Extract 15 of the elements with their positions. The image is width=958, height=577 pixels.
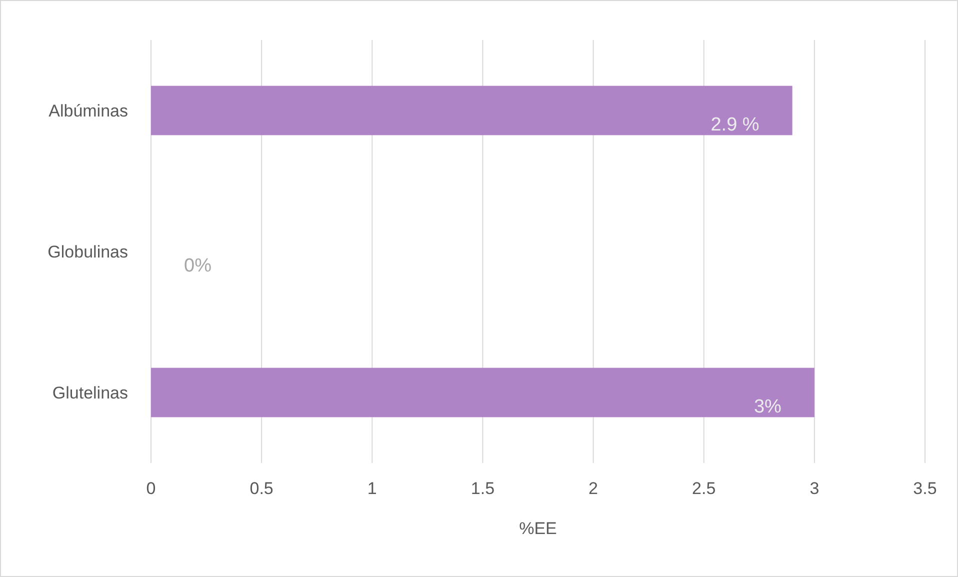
x-tick-label: 2	[588, 479, 598, 498]
x-tick-label: 1.5	[470, 479, 495, 498]
y-tick-label: Globulinas	[48, 242, 128, 262]
data-label: 0%	[184, 256, 212, 276]
x-tick-label: 2.5	[692, 479, 716, 498]
x-tick-label: 0	[146, 479, 156, 498]
x-tick-label: 3.5	[913, 479, 937, 498]
data-label: 3%	[754, 396, 782, 418]
x-axis-title: %EE	[519, 519, 557, 538]
data-label: 2.9 %	[710, 114, 760, 136]
x-tick-label: 3	[810, 479, 820, 498]
x-tick-label: 0.5	[250, 479, 274, 498]
y-tick-label: Glutelinas	[52, 383, 128, 402]
y-tick-label: Albúminas	[48, 101, 128, 120]
x-tick-label: 1	[367, 479, 377, 498]
